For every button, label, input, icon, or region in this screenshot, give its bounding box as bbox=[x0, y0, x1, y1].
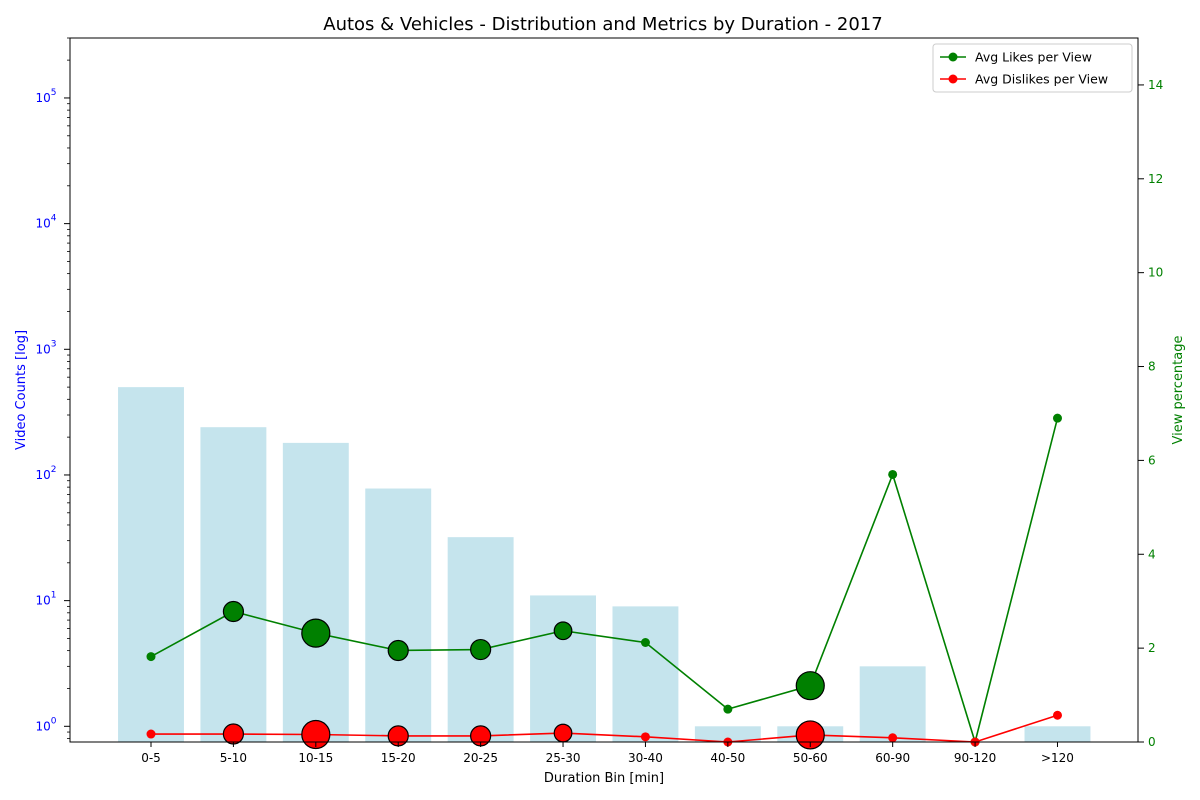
series-0-highlight-5 bbox=[553, 621, 573, 641]
series-1-point-6 bbox=[640, 732, 650, 742]
y-left-tick-label-0: 100 bbox=[35, 716, 56, 733]
bar-11 bbox=[1024, 726, 1091, 742]
x-tick-label-1: 5-10 bbox=[220, 751, 247, 765]
y-right-tick-label-2: 4 bbox=[1148, 547, 1156, 561]
bar-9 bbox=[859, 666, 926, 742]
series-1-point-11 bbox=[1052, 710, 1062, 720]
bar-2 bbox=[282, 442, 349, 742]
series-0-point-6 bbox=[640, 638, 650, 648]
x-tick-label-4: 20-25 bbox=[463, 751, 498, 765]
y-right-tick-label-5: 10 bbox=[1148, 266, 1163, 280]
series-1-highlight-2 bbox=[301, 719, 331, 750]
y-right-tick-label-6: 12 bbox=[1148, 172, 1163, 186]
x-axis-label: Duration Bin [min] bbox=[544, 771, 664, 786]
x-tick-label-6: 30-40 bbox=[628, 751, 663, 765]
x-tick-label-11: >120 bbox=[1041, 751, 1074, 765]
series-0-point-9 bbox=[888, 469, 898, 479]
y-left-tick-label-3: 103 bbox=[35, 339, 56, 356]
lines-layer bbox=[146, 413, 1062, 750]
series-0-highlight-4 bbox=[470, 638, 492, 661]
series-1-highlight-1 bbox=[222, 723, 245, 745]
y-axis-right-label: View percentage bbox=[1171, 336, 1186, 445]
legend: Avg Likes per View Avg Dislikes per View bbox=[932, 43, 1133, 93]
bars-layer bbox=[118, 387, 1091, 742]
y-axis-left-label: Video Counts [log] bbox=[14, 330, 29, 450]
chart-title: Autos & Vehicles - Distribution and Metr… bbox=[323, 14, 882, 35]
series-0-highlight-3 bbox=[387, 639, 409, 662]
series-1-highlight-5 bbox=[553, 723, 573, 743]
y-right-tick-label-0: 0 bbox=[1148, 735, 1156, 749]
legend-marker-1 bbox=[948, 74, 958, 84]
plot-frame bbox=[69, 37, 1139, 743]
y-right-tick-label-4: 8 bbox=[1148, 360, 1156, 374]
x-tick-label-2: 10-15 bbox=[298, 751, 333, 765]
series-0-highlight-1 bbox=[222, 600, 245, 623]
x-tick-label-7: 40-50 bbox=[710, 751, 745, 765]
x-tick-label-9: 60-90 bbox=[875, 751, 910, 765]
x-tick-label-10: 90-120 bbox=[954, 751, 997, 765]
bar-7 bbox=[694, 726, 761, 742]
x-tick-label-3: 15-20 bbox=[381, 751, 416, 765]
y-right-tick-label-7: 14 bbox=[1148, 78, 1163, 92]
legend-label-1: Avg Dislikes per View bbox=[975, 72, 1108, 87]
x-tick-label-8: 50-60 bbox=[793, 751, 828, 765]
y-left-tick-label-2: 102 bbox=[35, 465, 56, 482]
y-right-tick-label-1: 2 bbox=[1148, 641, 1156, 655]
legend-box bbox=[932, 43, 1133, 93]
legend-label-0: Avg Likes per View bbox=[975, 50, 1092, 65]
bar-0 bbox=[118, 387, 184, 742]
y-left-tick-label-1: 101 bbox=[35, 591, 56, 608]
series-0-point-11 bbox=[1052, 413, 1062, 423]
y-left-tick-label-4: 104 bbox=[35, 214, 56, 231]
series-0-highlight-8 bbox=[795, 671, 825, 701]
legend-marker-0 bbox=[948, 52, 958, 62]
series-0-point-0 bbox=[146, 652, 156, 662]
series-0-point-7 bbox=[723, 704, 733, 714]
x-tick-label-0: 0-5 bbox=[141, 751, 161, 765]
y-right-tick-label-3: 6 bbox=[1148, 453, 1156, 467]
y-left-tick-label-5: 105 bbox=[35, 88, 56, 105]
bar-1 bbox=[200, 427, 267, 742]
series-1-point-9 bbox=[888, 733, 898, 743]
series-1-point-0 bbox=[146, 729, 156, 739]
bar-6 bbox=[612, 606, 679, 742]
bar-3 bbox=[365, 488, 432, 742]
x-tick-label-5: 25-30 bbox=[546, 751, 581, 765]
series-0-highlight-2 bbox=[301, 618, 331, 648]
bar-5 bbox=[530, 595, 596, 742]
